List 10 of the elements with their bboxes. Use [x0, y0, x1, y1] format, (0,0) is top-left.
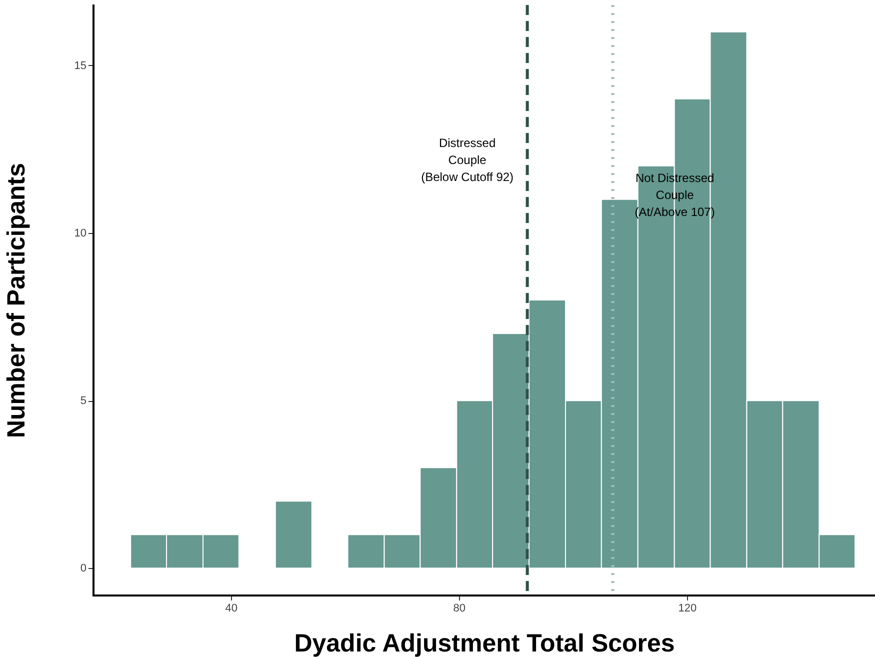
y-tick-label: 10	[74, 227, 86, 240]
y-tick-label: 15	[74, 60, 86, 72]
ref-line-label: Distressed Couple (Below Cutoff 92)	[421, 136, 514, 184]
y-tick-label: 5	[80, 395, 86, 408]
x-tick-label: 80	[453, 602, 466, 614]
x-tick-label: 120	[678, 602, 697, 614]
y-tick-label: 0	[80, 562, 86, 575]
x-tick-label: 40	[225, 602, 238, 614]
y-axis-title: Number of Participants	[2, 162, 30, 438]
x-axis-title: Dyadic Adjustment Total Scores	[294, 630, 675, 657]
